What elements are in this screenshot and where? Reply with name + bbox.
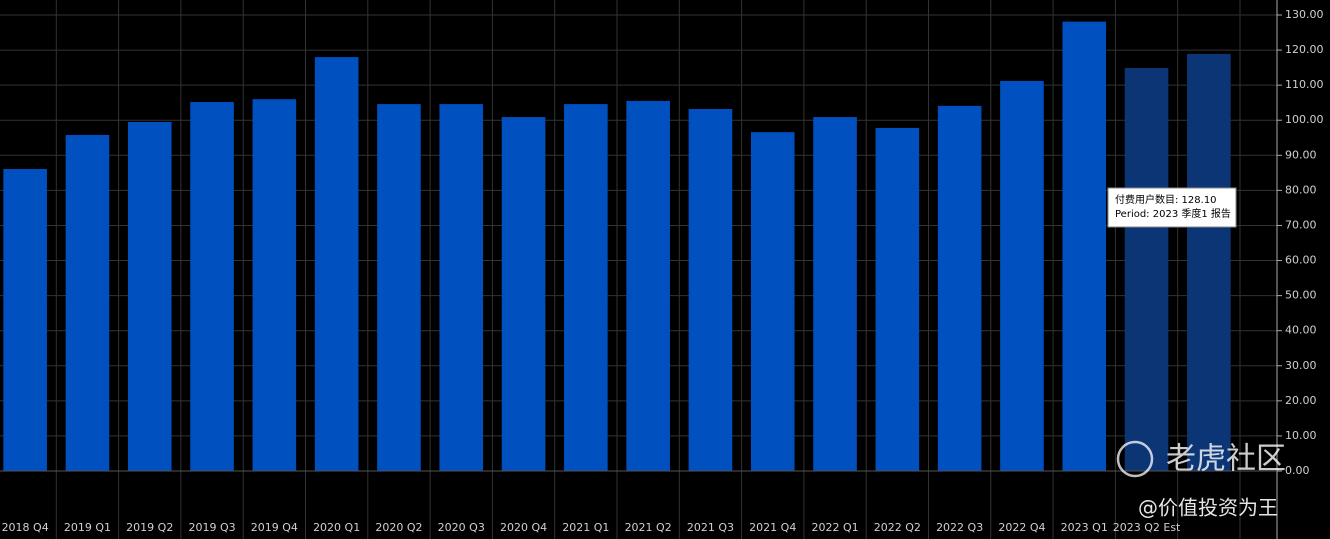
y-tick-label: 50.00: [1285, 289, 1317, 302]
x-tick-label: 2021 Q3: [687, 521, 734, 534]
watermark: 老虎社区: [1166, 442, 1286, 477]
x-tick-label: 2021 Q2: [625, 521, 672, 534]
x-tick-label: 2021 Q1: [562, 521, 609, 534]
bar: [813, 117, 857, 471]
y-tick-label: 90.00: [1285, 148, 1317, 161]
y-tick-label: 80.00: [1285, 183, 1317, 196]
bar: [439, 104, 484, 471]
bar: [190, 101, 234, 471]
x-tick-label: 2022 Q1: [811, 521, 858, 534]
x-tick-label: 2020 Q4: [500, 521, 547, 534]
y-tick-label: 70.00: [1285, 218, 1317, 231]
x-tick-label: 2023 Q1: [1061, 521, 1108, 534]
bar: [564, 104, 608, 471]
x-tick-label: 2019 Q4: [251, 521, 298, 534]
x-tick-label: 2023 Q2 Est: [1113, 521, 1181, 534]
watermark-logo: [1116, 440, 1154, 478]
bar: [1124, 67, 1169, 471]
bar: [501, 117, 546, 471]
y-tick-label: 0.00: [1285, 464, 1310, 477]
x-tick-label: 2022 Q3: [936, 521, 983, 534]
tooltip-text: Period: 2023 季度1 报告: [1115, 207, 1231, 220]
y-tick-label: 10.00: [1285, 429, 1317, 442]
bar: [3, 168, 47, 472]
tooltip-box: [1107, 187, 1237, 228]
y-tick-label: 60.00: [1285, 254, 1317, 267]
bar: [937, 105, 982, 471]
y-tick-label: 100.00: [1285, 113, 1324, 126]
x-tick-label: 2021 Q4: [749, 521, 796, 534]
x-tick-label: 2019 Q2: [126, 521, 173, 534]
y-tick-label: 110.00: [1285, 78, 1324, 91]
bar: [626, 100, 670, 471]
x-tick-label: 2020 Q1: [313, 521, 360, 534]
bar: [127, 121, 172, 471]
y-tick-label: 40.00: [1285, 324, 1317, 337]
bar: [65, 134, 110, 471]
y-tick-label: 120.00: [1285, 43, 1324, 56]
y-tick-label: 130.00: [1285, 8, 1324, 21]
x-tick-label: 2022 Q2: [874, 521, 921, 534]
x-tick-label: 2020 Q2: [375, 521, 422, 534]
bar: [252, 99, 297, 471]
y-tick-label: 30.00: [1285, 359, 1317, 372]
bar: [314, 57, 359, 471]
x-tick-label: 2020 Q3: [438, 521, 485, 534]
bar: [750, 132, 795, 471]
bar: [377, 104, 421, 471]
x-tick-label: 2018 Q4: [2, 521, 49, 534]
x-tick-label: 2022 Q4: [998, 521, 1045, 534]
tooltip-text: 付费用户数目: 128.10: [1115, 193, 1217, 206]
bar: [688, 109, 733, 471]
bar: [1062, 21, 1107, 472]
bar: [875, 127, 920, 471]
bar: [1000, 80, 1044, 472]
x-tick-label: 2019 Q1: [64, 521, 111, 534]
watermark: @价值投资为王: [1138, 496, 1278, 520]
bar: [1187, 53, 1231, 471]
y-tick-label: 20.00: [1285, 394, 1317, 407]
x-tick-label: 2019 Q3: [188, 521, 235, 534]
